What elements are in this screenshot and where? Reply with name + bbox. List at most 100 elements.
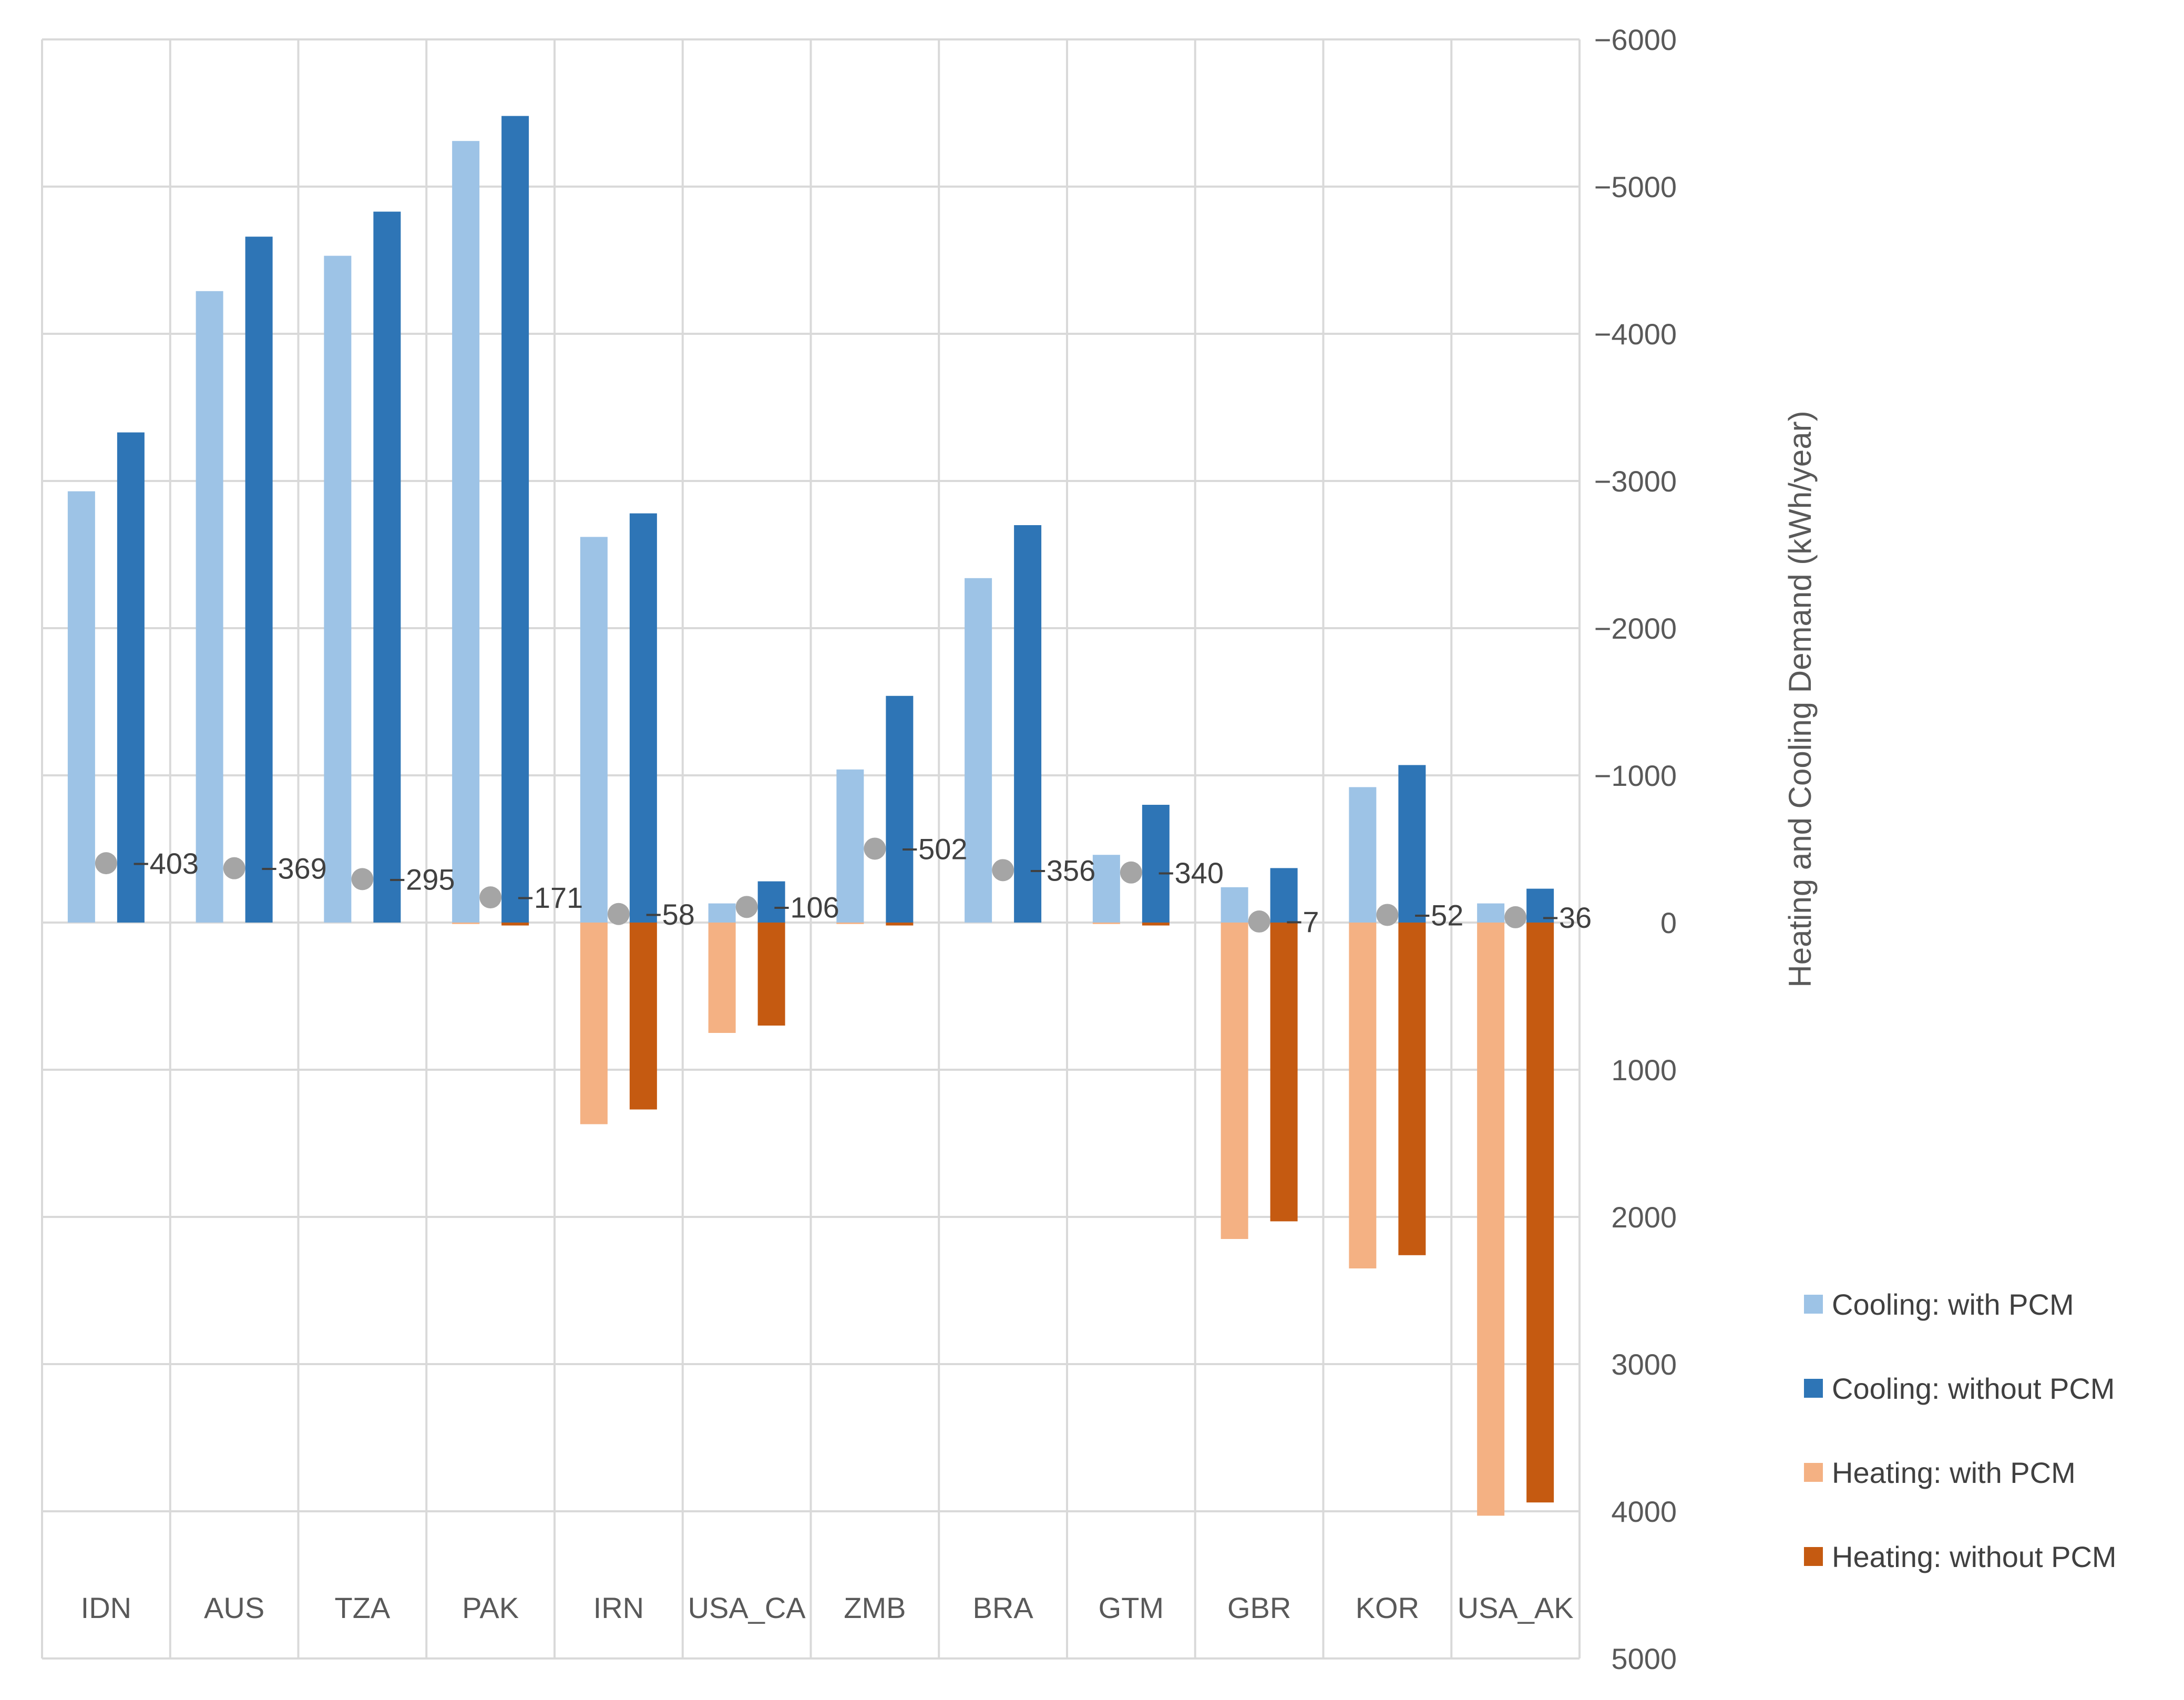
legend-swatch-1 (1804, 1379, 1823, 1398)
legend: Cooling: with PCM Cooling: without PCM Hea… (1804, 1288, 2117, 1573)
bar-pak-s0 (452, 141, 480, 923)
bar-gtm-s0 (1092, 855, 1120, 923)
marker-irn (607, 903, 630, 925)
marker-label-pak: −171 (517, 881, 583, 914)
bar-usa_ca-s3 (757, 923, 785, 1026)
marker-pak (479, 886, 502, 909)
y-tick-label: 4000 (1611, 1495, 1677, 1528)
category-label-idn: IDN (81, 1591, 131, 1624)
bar-zmb-s0 (836, 769, 864, 923)
category-label-zmb: ZMB (844, 1591, 906, 1624)
difference-markers: −403 −369 −295 −171 −58 −106 −502 −356 −340 −7 −52… (95, 832, 1592, 938)
marker-kor (1376, 904, 1399, 926)
bar-usa_ak-s2 (1477, 923, 1505, 1516)
marker-label-usa_ak: −36 (1542, 901, 1592, 934)
marker-label-aus: −369 (261, 852, 327, 885)
marker-bra (992, 859, 1014, 882)
bar-tza-s1 (373, 211, 401, 923)
category-label-gbr: GBR (1227, 1591, 1291, 1624)
bar-bra-s0 (965, 578, 992, 923)
marker-label-bra: −356 (1029, 854, 1095, 887)
bar-aus-s1 (245, 237, 273, 923)
y-tick-label: −3000 (1594, 465, 1677, 498)
bar-irn-s0 (580, 537, 608, 923)
marker-gtm (1120, 861, 1142, 884)
category-label-usa_ca: USA_CA (688, 1591, 806, 1624)
y-tick-label: −2000 (1594, 612, 1677, 645)
category-label-tza: TZA (334, 1591, 390, 1624)
bar-kor-s1 (1398, 765, 1426, 923)
legend-swatch-2 (1804, 1463, 1823, 1482)
y-tick-label: 2000 (1611, 1201, 1677, 1234)
bar-usa_ca-s2 (708, 923, 736, 1033)
y-tick-label: 5000 (1611, 1642, 1677, 1675)
legend-label-0: Cooling: with PCM (1832, 1288, 2074, 1321)
category-label-usa_ak: USA_AK (1458, 1591, 1574, 1624)
bar-gbr-s2 (1221, 923, 1248, 1239)
category-labels: IDN AUS TZA PAK IRN USA_CA ZMB BRA GTM GBR KOR USA_… (81, 1591, 1574, 1624)
y-tick-label: −6000 (1594, 23, 1677, 56)
marker-zmb (864, 837, 886, 860)
bar-usa_ca-s1 (757, 881, 785, 923)
marker-label-irn: −58 (645, 898, 695, 931)
marker-label-gbr: −7 (1286, 905, 1319, 938)
bar-irn-s2 (580, 923, 608, 1124)
legend-label-1: Cooling: without PCM (1832, 1372, 2115, 1405)
category-label-irn: IRN (593, 1591, 644, 1624)
bar-zmb-s3 (886, 923, 914, 926)
bar-pak-s2 (452, 923, 480, 924)
y-tick-label: −5000 (1594, 170, 1677, 203)
bar-idn-s1 (117, 432, 145, 923)
y-axis-ticks: −6000 −5000 −4000 −3000 −2000 −1000 0 1000 2000 3… (1594, 23, 1677, 1675)
legend-label-2: Heating: with PCM (1832, 1456, 2076, 1489)
bar-zmb-s2 (836, 923, 864, 924)
bar-aus-s0 (196, 291, 223, 923)
marker-label-kor: −52 (1413, 898, 1463, 931)
y-tick-label: −1000 (1594, 759, 1677, 792)
bar-irn-s3 (629, 923, 657, 1110)
marker-label-idn: −403 (132, 847, 199, 880)
bar-pak-s3 (501, 923, 529, 926)
marker-label-gtm: −340 (1157, 856, 1224, 889)
bar-kor-s3 (1398, 923, 1426, 1255)
bar-gtm-s3 (1142, 923, 1170, 926)
bar-kor-s0 (1349, 787, 1377, 923)
marker-label-zmb: −502 (901, 832, 967, 865)
bar-usa_ca-s0 (708, 903, 736, 923)
marker-gbr (1248, 910, 1270, 933)
marker-aus (223, 857, 245, 879)
marker-idn (95, 852, 117, 875)
bar-irn-s1 (629, 513, 657, 923)
bar-gbr-s1 (1270, 868, 1298, 923)
legend-label-3: Heating: without PCM (1832, 1540, 2117, 1573)
bar-idn-s0 (67, 491, 95, 923)
bar-kor-s2 (1349, 923, 1377, 1268)
bar-zmb-s1 (886, 695, 914, 923)
category-label-bra: BRA (973, 1591, 1034, 1624)
y-tick-label: 3000 (1611, 1348, 1677, 1381)
category-label-gtm: GTM (1099, 1591, 1164, 1624)
category-label-pak: PAK (462, 1591, 519, 1624)
y-axis-title: Heating and Cooling Demand (kWh/year) (1782, 411, 1818, 987)
bar-tza-s0 (324, 255, 352, 923)
category-label-kor: KOR (1356, 1591, 1419, 1624)
marker-label-usa_ca: −106 (773, 890, 839, 924)
bar-gtm-s2 (1092, 923, 1120, 924)
bar-gbr-s3 (1270, 923, 1298, 1222)
bars (67, 116, 1554, 1516)
bar-usa_ak-s1 (1526, 888, 1554, 923)
marker-usa_ca (735, 896, 758, 918)
legend-swatch-0 (1804, 1295, 1823, 1314)
bar-gbr-s0 (1221, 887, 1248, 923)
marker-label-tza: −295 (388, 863, 455, 896)
y-tick-label: 1000 (1611, 1053, 1677, 1087)
bar-gtm-s1 (1142, 805, 1170, 923)
y-tick-label: −4000 (1594, 318, 1677, 351)
category-label-aus: AUS (204, 1591, 264, 1624)
bar-pak-s1 (501, 116, 529, 923)
bar-bra-s1 (1014, 525, 1042, 923)
bar-usa_ak-s3 (1526, 923, 1554, 1503)
marker-usa_ak (1504, 906, 1527, 928)
legend-swatch-3 (1804, 1547, 1823, 1566)
